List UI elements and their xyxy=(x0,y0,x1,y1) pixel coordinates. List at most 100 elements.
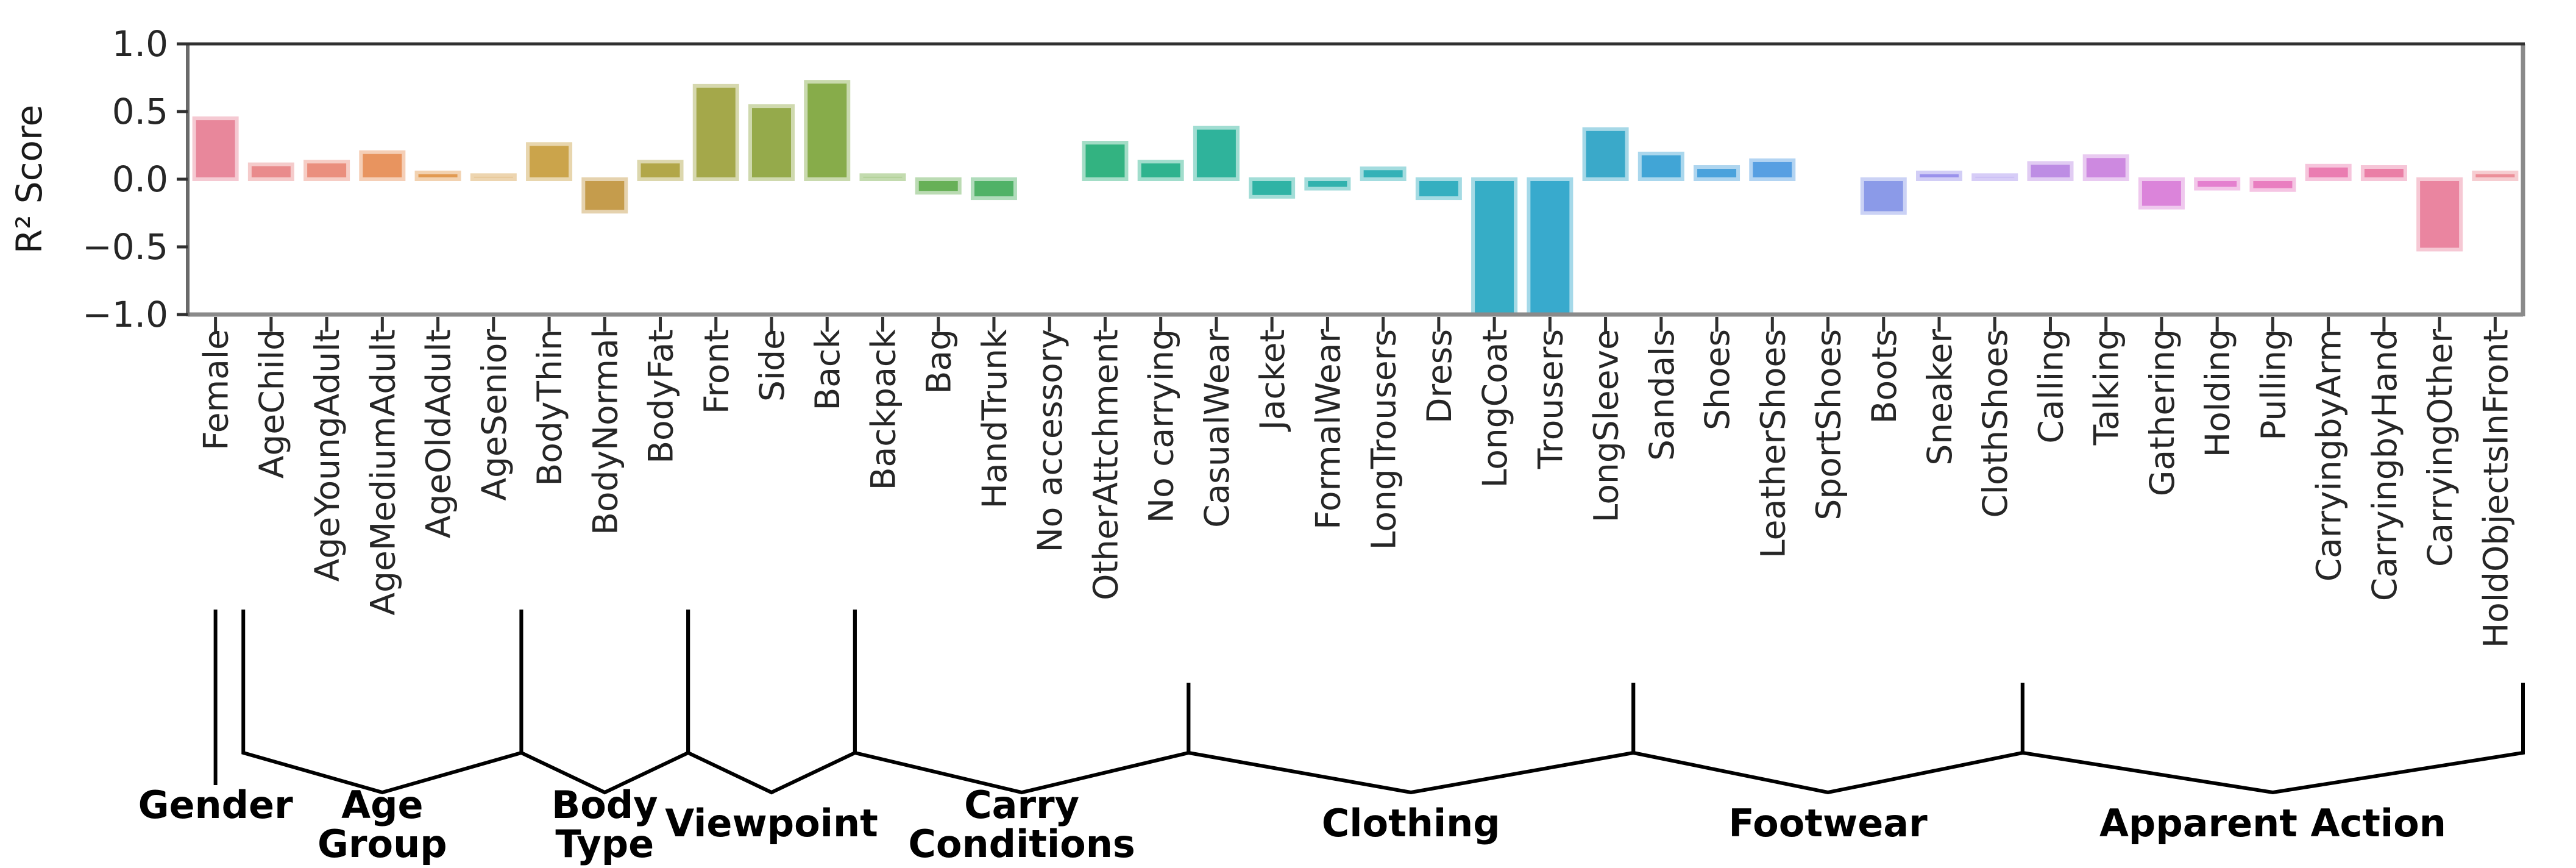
bar-sandals xyxy=(1637,151,1684,182)
bar-calling xyxy=(2027,161,2074,181)
y-tick-label: 0.0 xyxy=(112,158,168,200)
x-tick-label-side: Side xyxy=(753,329,792,402)
bar-no-carrying xyxy=(1137,160,1184,182)
bar-agemediumadult xyxy=(359,150,406,182)
x-tick-label-agesenior: AgeSenior xyxy=(475,329,514,501)
x-tick-label-longcoat: LongCoat xyxy=(1475,329,1514,488)
y-tick-label: 1.0 xyxy=(112,23,168,65)
bracket-apparent-action xyxy=(2020,683,2525,795)
group-label-apparent-action: Apparent Action xyxy=(2099,801,2446,845)
bracket-carry-conditions xyxy=(853,610,1191,795)
x-tick-label-sandals: Sandals xyxy=(1642,329,1681,461)
bar-bag xyxy=(915,177,962,195)
bar-bodythin xyxy=(526,142,573,181)
y-tick-label: −1.0 xyxy=(82,294,168,335)
bar-pulling xyxy=(2249,177,2296,192)
bar-backpack xyxy=(859,173,906,181)
x-tick-label-longtrousers: LongTrousers xyxy=(1364,329,1403,550)
bar-longcoat xyxy=(1471,177,1518,316)
bar-otherattchment xyxy=(1082,141,1129,181)
bar-agechild xyxy=(247,162,294,181)
x-tick-label-carryingother: CarryingOther xyxy=(2421,329,2460,567)
bracket-clothing xyxy=(1187,683,1636,795)
x-tick-labels-layer: Female AgeChild AgeYoungAdult AgeMediumAdul… xyxy=(197,329,2516,649)
x-tick-label-boots: Boots xyxy=(1865,329,1904,424)
x-tick-label-carryingbyhand: CarryingbyHand xyxy=(2365,329,2404,601)
group-label-clothing: Clothing xyxy=(1322,801,1500,845)
bracket-viewpoint xyxy=(686,610,857,795)
group-label-age-group: Age xyxy=(341,783,423,827)
bar-ageoldadult xyxy=(414,170,461,181)
x-tick-label-otherattchment: OtherAttchment xyxy=(1086,329,1125,600)
axes-layer: 1.0 0.5 0.0 −0.5 −1.0 xyxy=(82,23,2525,335)
bar-talking xyxy=(2082,154,2129,182)
x-tick-label-longsleeve: LongSleeve xyxy=(1587,329,1626,522)
bar-longtrousers xyxy=(1360,166,1407,181)
bar-holding xyxy=(2194,177,2241,191)
x-tick-label-calling: Calling xyxy=(2031,329,2070,444)
x-tick-label-holdobjectsinfront: HoldObjectsInFront xyxy=(2476,329,2515,648)
bar-leathershoes xyxy=(1749,158,1796,182)
group-label-body-type: Type xyxy=(555,822,654,866)
group-label-gender: Gender xyxy=(138,783,294,827)
bar-jacket xyxy=(1249,177,1296,199)
bar-agesenior xyxy=(470,173,517,181)
bar-sneaker xyxy=(1916,170,1962,181)
x-tick-label-jacket: Jacket xyxy=(1253,329,1292,432)
bar-bodyfat xyxy=(637,160,684,182)
bracket-footwear xyxy=(1631,683,2024,795)
x-tick-label-bodyfat: BodyFat xyxy=(642,329,681,464)
bar-dress xyxy=(1415,177,1462,201)
bar-casualwear xyxy=(1193,126,1240,181)
bar-ageyoungadult xyxy=(303,160,350,182)
y-axis-title: R² Score xyxy=(9,105,50,254)
x-tick-label-clothshoes: ClothShoes xyxy=(1976,329,2015,518)
x-tick-label-pulling: Pulling xyxy=(2254,329,2293,441)
group-label-body-type: Body xyxy=(552,783,658,827)
x-tick-label-female: Female xyxy=(197,329,236,450)
x-tick-label-dress: Dress xyxy=(1420,329,1459,424)
x-tick-label-sneaker: Sneaker xyxy=(1920,329,1959,466)
x-tick-label-shoes: Shoes xyxy=(1698,329,1737,430)
x-tick-label-talking: Talking xyxy=(2087,329,2126,446)
x-tick-label-agechild: AgeChild xyxy=(252,329,291,478)
y-tick-label: 0.5 xyxy=(112,91,168,132)
group-label-carry-conditions: Conditions xyxy=(908,822,1135,866)
group-label-age-group: Group xyxy=(318,822,447,866)
x-tick-label-sportshoes: SportShoes xyxy=(1809,329,1848,521)
x-tick-label-no-accessory: No accessory xyxy=(1031,329,1070,552)
x-tick-label-carryingbyarm: CarryingbyArm xyxy=(2310,329,2349,582)
bar-holdobjectsinfront xyxy=(2472,170,2519,181)
bar-clothshoes xyxy=(1971,173,2018,181)
bar-boots xyxy=(1860,177,1907,215)
x-tick-label-bodynormal: BodyNormal xyxy=(586,329,625,535)
bar-handtrunk xyxy=(970,177,1017,201)
group-label-footwear: Footwear xyxy=(1728,801,1928,845)
bar-female xyxy=(192,116,239,182)
bar-carryingbyhand xyxy=(2360,165,2407,181)
bar-shoes xyxy=(1694,165,1740,181)
x-tick-label-front: Front xyxy=(697,329,736,414)
bar-side xyxy=(748,104,795,181)
x-tick-label-bag: Bag xyxy=(920,329,959,394)
x-tick-label-agemediumadult: AgeMediumAdult xyxy=(363,329,402,616)
group-label-viewpoint: Viewpoint xyxy=(665,801,878,845)
bar-back xyxy=(804,80,851,181)
x-tick-label-ageyoungadult: AgeYoungAdult xyxy=(308,329,347,582)
bar-carryingother xyxy=(2416,177,2463,252)
x-tick-label-backpack: Backpack xyxy=(864,329,903,490)
group-label-carry-conditions: Carry xyxy=(964,783,1079,827)
x-tick-label-leathershoes: LeatherShoes xyxy=(1753,329,1792,558)
x-tick-label-casualwear: CasualWear xyxy=(1198,329,1237,528)
bracket-age-group xyxy=(241,610,523,795)
x-tick-label-ageoldadult: AgeOldAdult xyxy=(419,329,458,538)
bracket-body-type xyxy=(519,610,690,795)
bar-trousers xyxy=(1527,177,1574,316)
x-tick-label-trousers: Trousers xyxy=(1531,329,1570,469)
bar-carryingbyarm xyxy=(2305,163,2352,181)
bar-front xyxy=(692,84,739,181)
x-tick-label-formalwear: FormalWear xyxy=(1308,329,1347,530)
